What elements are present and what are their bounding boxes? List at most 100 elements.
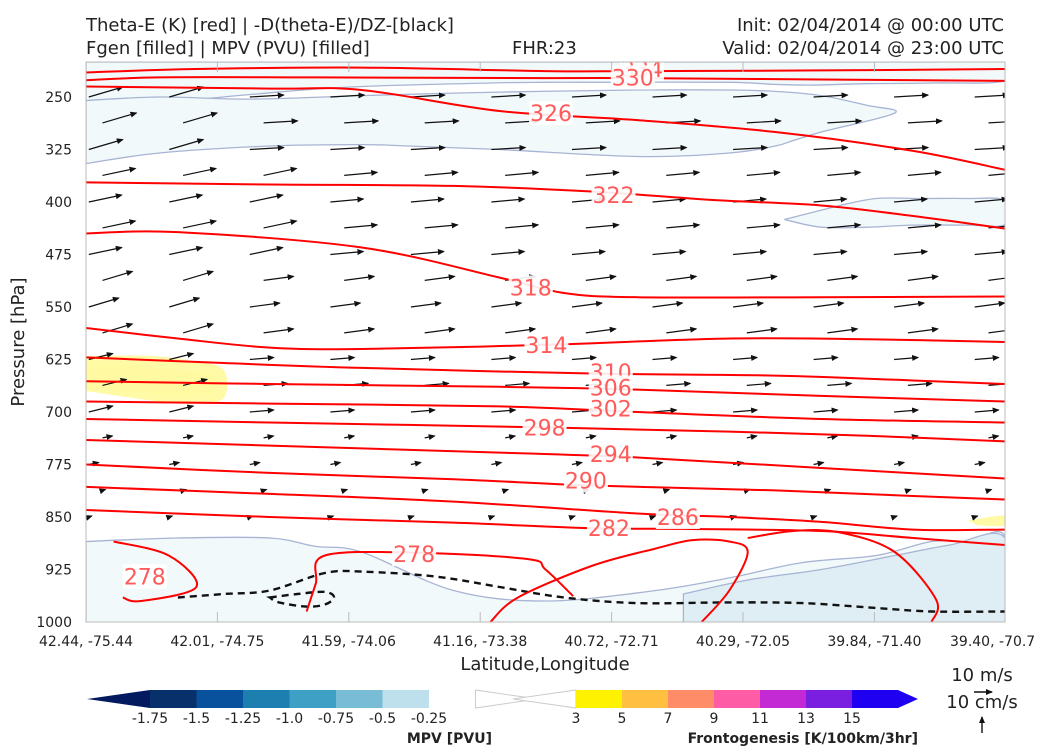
plot-frame xyxy=(85,61,1006,623)
circulation-vector xyxy=(344,326,376,334)
circulation-vector xyxy=(182,270,215,281)
circulation-vector xyxy=(340,488,349,495)
fgen-colorbar-tick: 3 xyxy=(572,711,581,727)
circulation-vector xyxy=(974,300,1005,308)
circulation-vector xyxy=(249,407,275,414)
fgen-colorbar-tick: 15 xyxy=(843,711,861,727)
theta-e-contour xyxy=(86,439,1005,480)
fgen-colorbar-tick: 13 xyxy=(797,711,815,727)
theta-e-contour xyxy=(113,540,198,603)
circulation-vector xyxy=(585,222,620,229)
circulation-vector xyxy=(666,326,698,334)
title-left-line-2: Fgen [filled] | MPV (PVU) [filled] xyxy=(86,38,370,59)
theta-e-contour-label: 314 xyxy=(525,334,567,359)
title-left-line-1: Theta-E (K) [red] | -D(theta-E)/DZ-[blac… xyxy=(85,15,454,36)
circulation-vector xyxy=(491,300,523,308)
theta-e-contour-label: 298 xyxy=(524,416,566,441)
circulation-vector xyxy=(102,270,134,281)
circulation-vector xyxy=(827,380,853,387)
circulation-vector xyxy=(249,355,275,361)
circulation-vector xyxy=(491,355,517,361)
circulation-vector xyxy=(344,118,380,125)
dthetae-dz-contour xyxy=(177,569,1005,613)
theta-e-contour-label: 286 xyxy=(657,506,699,531)
circulation-vector xyxy=(894,407,920,414)
circulation-vector xyxy=(904,488,912,495)
theta-e-contour-label: 278 xyxy=(393,543,435,568)
circulation-vector xyxy=(813,407,839,414)
circulation-vector xyxy=(263,219,298,229)
fgen-colorbar-extend-high xyxy=(898,690,918,708)
circulation-vector xyxy=(344,222,379,229)
circulation-vector xyxy=(410,300,442,308)
theta-e-label-background xyxy=(122,564,167,589)
frontogenesis-region xyxy=(968,515,1005,527)
fgen-colorbar-segment xyxy=(622,690,669,708)
circulation-vector xyxy=(746,222,781,229)
circulation-vector xyxy=(88,138,124,151)
circulation-vector xyxy=(652,92,688,99)
circulation-vector xyxy=(86,515,93,521)
circulation-vector xyxy=(827,326,859,334)
theta-e-contour xyxy=(86,66,1005,74)
circulation-vector xyxy=(505,222,540,229)
theta-e-label-background xyxy=(588,442,633,466)
mpv-colorbar: -1.75 -1.5 -1.25 -1.0 -0.75 -0.5 -0.25 xyxy=(87,689,538,727)
mpv-colorbar-segment xyxy=(243,690,290,708)
circulation-vector xyxy=(88,296,120,308)
theta-e-contour xyxy=(86,76,1005,82)
theta-e-contour-label: 326 xyxy=(530,102,572,127)
frontogenesis-region xyxy=(86,365,220,395)
circulation-vector xyxy=(988,121,1005,124)
fgen-colorbar-segment xyxy=(576,690,623,708)
circulation-vector xyxy=(733,92,769,99)
reference-horizontal-label: 10 m/s xyxy=(951,665,1013,686)
circulation-vector xyxy=(813,355,839,361)
circulation-vector xyxy=(585,169,620,176)
circulation-vector xyxy=(827,222,862,229)
circulation-vector xyxy=(182,322,215,334)
circulation-vector xyxy=(907,380,933,387)
fgen-colorbar-tick: 7 xyxy=(664,711,673,727)
circulation-vector xyxy=(410,355,436,361)
theta-e-label-background xyxy=(588,375,633,400)
circulation-vector xyxy=(733,144,769,151)
circulation-vector xyxy=(746,169,781,176)
fgen-colorbar-tick: 9 xyxy=(710,711,719,727)
circulation-vector xyxy=(568,515,576,521)
fgen-colorbar-extend-low xyxy=(512,689,577,709)
circulation-vector xyxy=(666,274,698,281)
theta-e-contour-label: 318 xyxy=(510,276,552,301)
circulation-vector xyxy=(894,300,926,308)
circulation-vector xyxy=(102,166,137,176)
mpv-colorbar-segment xyxy=(150,690,197,708)
circulation-vector xyxy=(907,326,939,334)
circulation-vector xyxy=(894,355,920,361)
y-tick-label: 850 xyxy=(45,510,72,526)
circulation-vector xyxy=(652,355,678,361)
mpv-colorbar-tick: -1.0 xyxy=(276,711,303,727)
circulation-vector xyxy=(571,144,607,151)
circulation-vector xyxy=(344,169,379,176)
circulation-vector xyxy=(974,196,1005,203)
circulation-vector xyxy=(505,380,531,387)
circulation-vector xyxy=(813,196,848,203)
y-axis-label: Pressure [hPa] xyxy=(8,277,29,406)
circulation-vector xyxy=(907,274,939,281)
circulation-vector xyxy=(424,169,459,176)
circulation-vector xyxy=(666,434,678,441)
circulation-vector xyxy=(988,330,1005,334)
circulation-vector xyxy=(974,249,1005,256)
y-tick-label: 1000 xyxy=(36,615,72,631)
theta-e-label-background xyxy=(529,101,574,126)
circulation-vector xyxy=(259,488,268,495)
theta-e-contour xyxy=(489,538,749,622)
circulation-vector xyxy=(652,196,687,203)
circulation-vector xyxy=(249,193,284,203)
circulation-vector xyxy=(410,407,436,414)
circulation-vector xyxy=(249,300,281,308)
theta-e-label-background xyxy=(591,183,636,207)
mpv-colorbar-tick: -1.5 xyxy=(183,711,210,727)
theta-e-label-background xyxy=(508,275,553,300)
